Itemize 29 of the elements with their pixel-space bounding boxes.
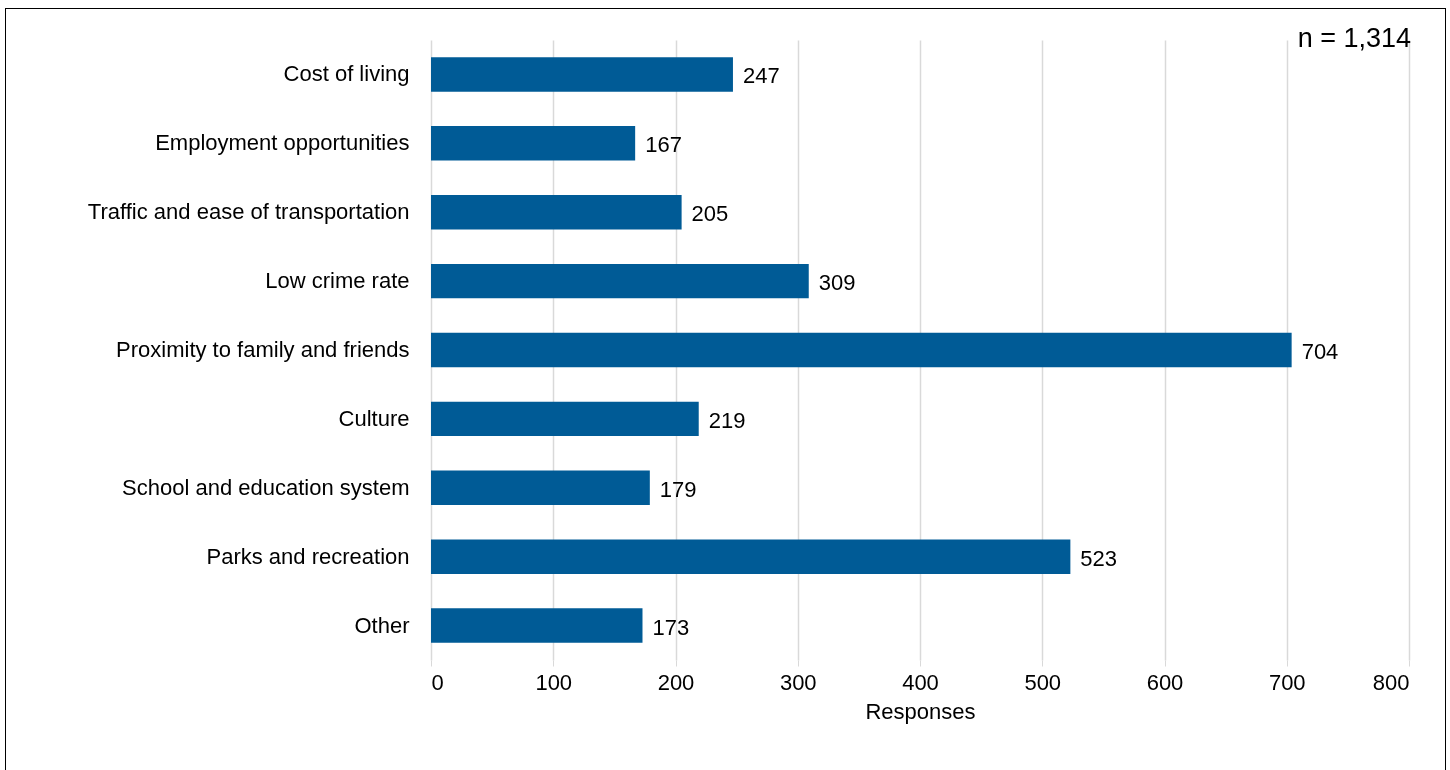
data-label: 205 xyxy=(691,201,729,227)
x-tick-label: 500 xyxy=(1024,669,1062,695)
y-tick-label: Proximity to family and friends xyxy=(116,337,410,362)
data-label: 179 xyxy=(659,476,697,502)
x-tick-label: 100 xyxy=(535,669,573,695)
y-tick-label: Parks and recreation xyxy=(206,543,410,569)
x-tick-label: 700 xyxy=(1268,669,1306,695)
y-tick-label: Other xyxy=(354,612,410,638)
x-axis-title: Responses xyxy=(865,698,976,724)
x-tick-label: 200 xyxy=(657,669,695,695)
y-tick-label: Traffic and ease of transportation xyxy=(87,199,410,225)
y-tick-label: School and education system xyxy=(122,474,410,500)
data-label: 219 xyxy=(708,407,746,433)
x-tick-label: 600 xyxy=(1146,669,1184,695)
x-tick-label: 300 xyxy=(779,669,817,695)
y-tick-label: Culture xyxy=(338,405,410,431)
y-tick-label: Cost of living xyxy=(283,61,410,87)
data-label: 167 xyxy=(645,132,682,158)
y-tick-label: Low crime rate xyxy=(265,268,410,294)
x-tick-label: 400 xyxy=(902,669,939,695)
annotation: n = 1,314 xyxy=(1297,23,1411,53)
y-tick-label: Employment opportunities xyxy=(155,130,410,156)
x-tick-label: 0 xyxy=(431,669,444,695)
data-label: 309 xyxy=(818,270,856,296)
x-tick-label: 800 xyxy=(1372,669,1410,695)
data-label: 523 xyxy=(1080,545,1118,571)
data-label: 173 xyxy=(652,614,690,640)
data-label: 704 xyxy=(1301,339,1339,364)
data-label: 247 xyxy=(742,63,780,89)
